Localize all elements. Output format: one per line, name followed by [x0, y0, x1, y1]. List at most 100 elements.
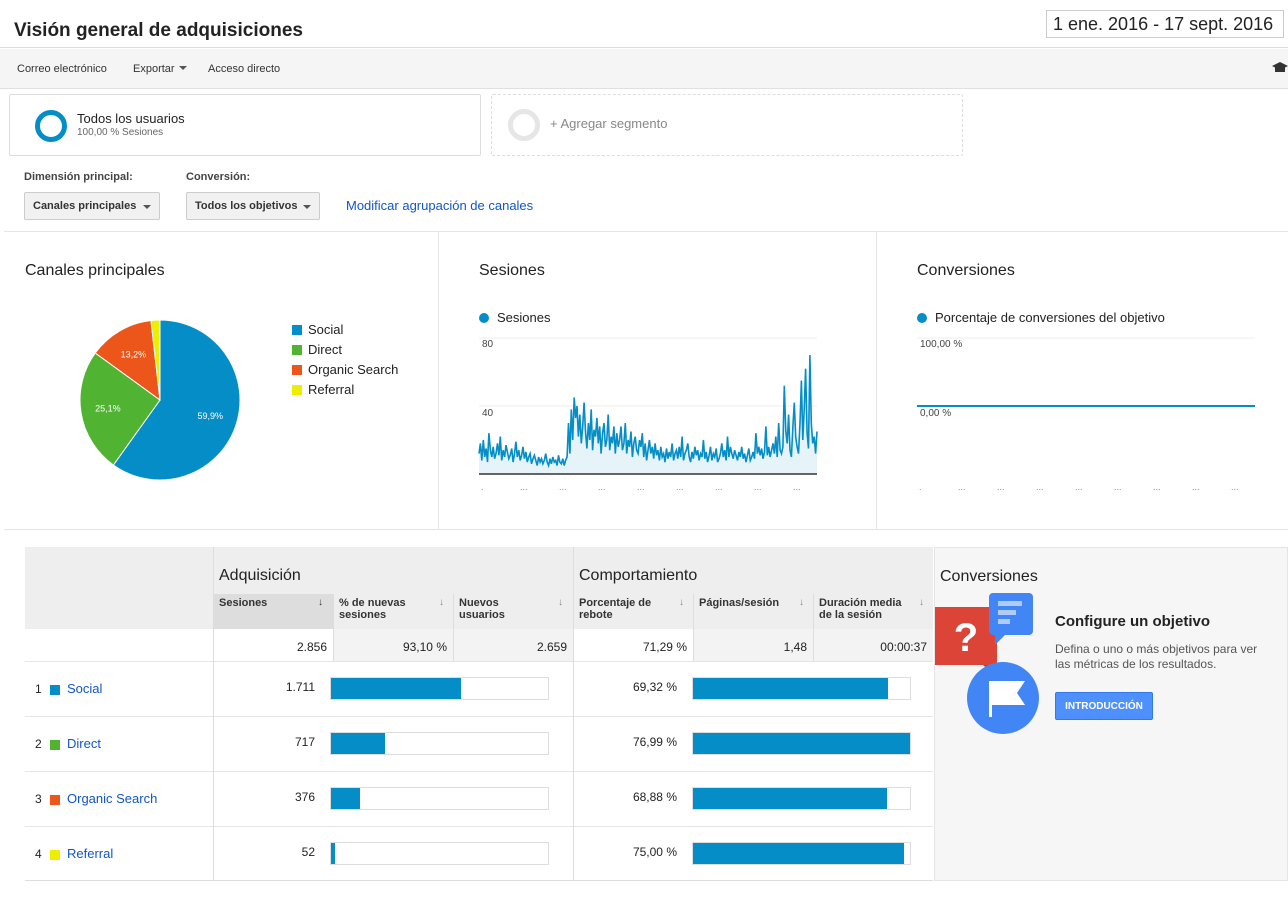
chevron-down-icon — [303, 205, 311, 209]
chevron-down-icon — [178, 66, 187, 70]
conversions-y-tick-0: 0,00 % — [920, 408, 952, 419]
channels-pie-chart[interactable]: 59,9% 25,1% 13,2% — [4, 232, 438, 530]
sessions-share-fill — [331, 678, 461, 699]
row-bounce-rate: 75,00 % — [632, 845, 677, 859]
sort-icon[interactable]: ↓ — [679, 597, 684, 608]
bounce-rate-bar — [692, 732, 911, 755]
col-pages-per-session[interactable]: Páginas/sesión — [699, 597, 780, 609]
pie-data-label: 13,2% — [121, 349, 147, 359]
col-bounce-rate[interactable]: Porcentaje de rebote — [579, 597, 652, 621]
x-tick-label: ... — [637, 482, 645, 492]
sort-icon[interactable]: ↓ — [799, 597, 804, 608]
sessions-y-tick-80: 80 — [482, 339, 494, 350]
total-pages-per-session: 1,48 — [693, 629, 813, 661]
svg-text:?: ? — [954, 616, 978, 660]
row-sessions: 52 — [301, 845, 315, 859]
pie-slice-social[interactable] — [112, 319, 241, 481]
channels-panel-title: Canales principales — [25, 262, 165, 279]
column-divider — [813, 594, 814, 661]
x-tick-label: . — [481, 482, 484, 492]
legend-swatch — [292, 345, 302, 355]
conversions-promo-panel: Conversiones ? Configure un objetivo Def… — [934, 547, 1288, 881]
row-rank: 2 — [35, 737, 42, 751]
sessions-series-line[interactable] — [478, 354, 818, 469]
dimension-value: Canales principales — [33, 200, 137, 212]
sessions-legend: Sesiones — [479, 310, 550, 325]
shortcut-button[interactable]: Acceso directo — [208, 63, 281, 75]
report-header: Visión general de adquisiciones 1 ene. 2… — [0, 0, 1288, 48]
channel-link[interactable]: Referral — [67, 846, 114, 861]
col-sessions[interactable]: Sesiones — [219, 597, 268, 609]
row-bounce-rate: 68,88 % — [632, 790, 677, 804]
row-bounce-rate: 69,32 % — [632, 680, 677, 694]
pie-data-label: 59,9% — [198, 411, 224, 421]
conversion-value: Todos los objetivos — [195, 200, 298, 212]
sessions-share-bar — [330, 677, 549, 700]
bounce-rate-fill — [693, 788, 887, 809]
bounce-rate-fill — [693, 733, 910, 754]
sessions-line-chart[interactable]: ......................... — [439, 232, 876, 530]
pie-slice-direct[interactable] — [79, 352, 161, 466]
export-button[interactable]: Exportar — [133, 63, 187, 75]
channel-link[interactable]: Direct — [67, 736, 101, 751]
modify-channel-grouping-link[interactable]: Modificar agrupación de canales — [346, 198, 534, 213]
dimension-dropdown[interactable]: Canales principales — [24, 192, 160, 220]
conversions-line-chart[interactable]: ......................... — [877, 232, 1288, 530]
conversion-dropdown[interactable]: Todos los objetivos — [186, 192, 320, 220]
date-range-picker[interactable]: 1 ene. 2016 - 17 sept. 2016 — [1046, 10, 1284, 38]
add-segment-button[interactable]: + Agregar segmento — [491, 94, 963, 156]
goal-setup-description: Defina o uno o más objetivos para ver la… — [1055, 642, 1258, 671]
sort-icon[interactable]: ↓ — [439, 597, 444, 608]
segment-all-users[interactable]: Todos los usuarios 100,00 % Sesiones — [9, 94, 481, 156]
total-new-users: 2.659 — [453, 629, 573, 661]
graduation-cap-icon[interactable] — [1272, 62, 1288, 72]
email-button[interactable]: Correo electrónico — [17, 63, 107, 75]
legend-swatch — [292, 365, 302, 375]
sort-icon[interactable]: ↓ — [919, 597, 924, 608]
col-new-sessions-pct[interactable]: % de nuevas sesiones — [339, 597, 406, 621]
channel-link[interactable]: Organic Search — [67, 791, 158, 806]
conversions-panel-title: Conversiones — [917, 262, 1015, 279]
goal-setup-icon: ? — [935, 593, 1039, 734]
add-segment-label: + Agregar segmento — [550, 116, 668, 131]
pie-slice-organic-search[interactable] — [94, 319, 161, 402]
col-avg-duration[interactable]: Duración media de la sesión — [819, 597, 902, 621]
x-tick-label: ... — [715, 482, 723, 492]
x-tick-label: ... — [958, 482, 966, 492]
table-row: 1 Social 1.711 69,32 % — [25, 661, 933, 716]
channel-color-swatch — [50, 740, 60, 750]
page-title: Visión general de adquisiciones — [14, 20, 303, 41]
row-rank: 3 — [35, 792, 42, 806]
column-divider — [213, 547, 214, 881]
sessions-share-bar — [330, 732, 549, 755]
channel-color-swatch — [50, 795, 60, 805]
bounce-rate-bar — [692, 787, 911, 810]
x-tick-label: ... — [1075, 482, 1083, 492]
channel-color-swatch — [50, 685, 60, 695]
sorted-column-highlight — [213, 594, 333, 629]
table-row: 4 Referral 52 75,00 % — [25, 826, 933, 881]
total-bounce-rate: 71,29 % — [573, 629, 693, 661]
sort-desc-icon[interactable]: ↓ — [318, 597, 323, 608]
sort-icon[interactable]: ↓ — [558, 597, 563, 608]
column-divider — [333, 594, 334, 661]
x-tick-label: ... — [559, 482, 567, 492]
column-divider — [693, 594, 694, 661]
row-bounce-rate: 76,99 % — [632, 735, 677, 749]
x-tick-label: . — [919, 482, 922, 492]
x-tick-label: ... — [997, 482, 1005, 492]
legend-swatch — [292, 385, 302, 395]
channel-link[interactable]: Social — [67, 681, 103, 696]
channel-color-swatch — [50, 850, 60, 860]
series-dot-icon — [917, 313, 927, 323]
sessions-y-tick-40: 40 — [482, 408, 494, 419]
total-avg-duration: 00:00:37 — [813, 629, 933, 661]
legend-swatch — [292, 325, 302, 335]
conversions-y-tick-100: 100,00 % — [920, 339, 963, 350]
col-new-users[interactable]: Nuevos usuarios — [459, 597, 505, 621]
total-sessions: 2.856 — [213, 629, 333, 661]
x-tick-label: ... — [1231, 482, 1239, 492]
pie-slice-referral[interactable] — [150, 319, 161, 401]
legend-item-direct: Direct — [292, 342, 342, 357]
introduction-button[interactable]: INTRODUCCIÓN — [1055, 692, 1153, 720]
